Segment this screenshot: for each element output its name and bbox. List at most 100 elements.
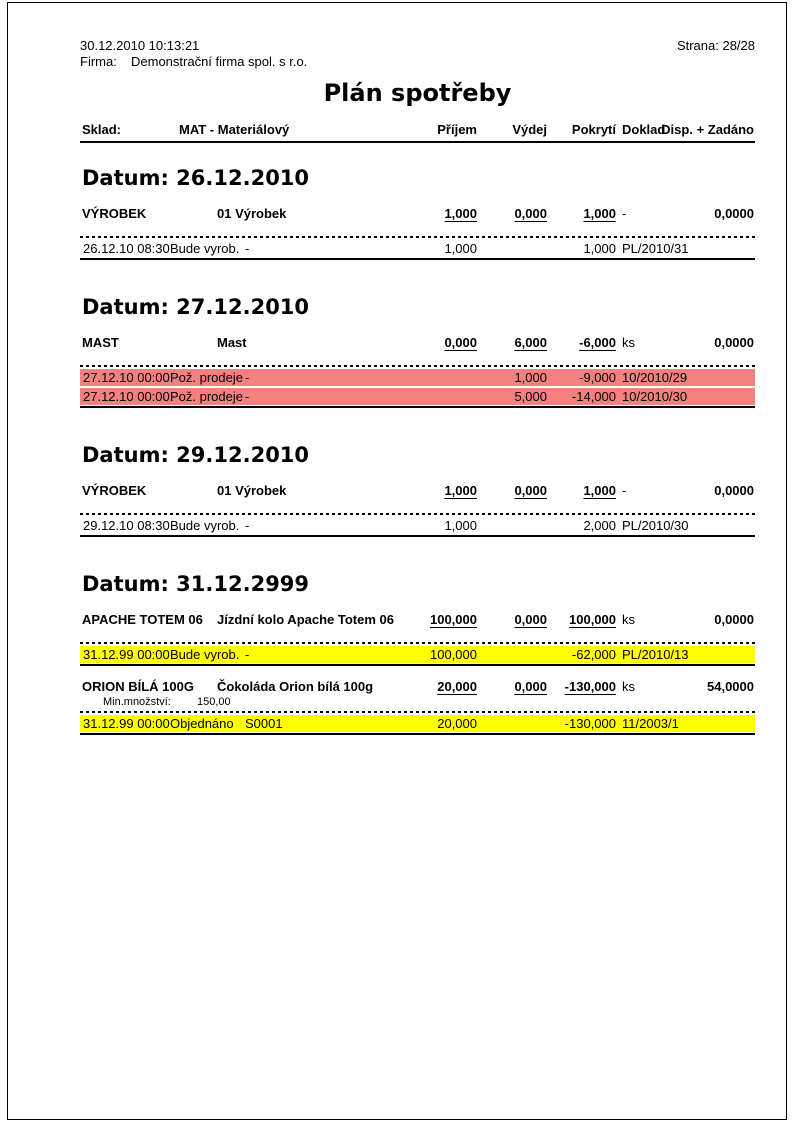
- column-prijem: Příjem: [437, 122, 477, 137]
- product-pokryti: 1,000: [583, 206, 616, 221]
- product-prijem: 100,000: [430, 612, 477, 627]
- detail-prijem: 100,000: [430, 647, 477, 662]
- product-unit: ks: [622, 612, 635, 627]
- product-vydej: 6,000: [514, 335, 547, 350]
- detail-vydej: 1,000: [514, 370, 547, 385]
- product-code: VÝROBEK: [82, 206, 147, 221]
- group-end-line: [80, 664, 755, 666]
- product-disp-zadano: 54,0000: [707, 679, 754, 694]
- date-section: Datum: 31.12.2999 APACHE TOTEM 06 Jízdní…: [80, 572, 755, 735]
- product-name: 01 Výrobek: [217, 483, 287, 498]
- detail-doklad: PL/2010/30: [622, 518, 689, 533]
- product-pokryti: 1,000: [583, 483, 616, 498]
- detail-doklad: PL/2010/31: [622, 241, 689, 256]
- detail-ref: -: [245, 241, 250, 256]
- detail-datetime: 31.12.99 00:00: [83, 716, 170, 731]
- detail-pokryti: 1,000: [583, 241, 616, 256]
- date-heading: Datum: 27.12.2010: [82, 295, 310, 319]
- detail-action: Pož. prodeje: [170, 389, 243, 404]
- date-section: Datum: 29.12.2010 VÝROBEK 01 Výrobek 1,0…: [80, 443, 755, 537]
- detail-action: Objednáno: [170, 716, 234, 731]
- product-disp-zadano: 0,0000: [714, 206, 754, 221]
- product-pokryti: -130,000: [564, 679, 616, 694]
- product-pokryti: -6,000: [579, 335, 616, 350]
- product-name: Čokoláda Orion bílá 100g: [217, 679, 374, 694]
- group-end-line: [80, 406, 755, 408]
- group-end-line: [80, 258, 755, 260]
- product-unit: -: [622, 206, 627, 221]
- report-title: Plán spotřeby: [323, 79, 512, 107]
- product-vydej: 0,000: [514, 612, 547, 627]
- dashed-separator: [80, 236, 755, 238]
- date-section: Datum: 26.12.2010 VÝROBEK 01 Výrobek 1,0…: [80, 166, 755, 260]
- detail-pokryti: 2,000: [583, 518, 616, 533]
- dashed-separator: [80, 642, 755, 644]
- print-timestamp: 30.12.2010 10:13:21: [80, 38, 200, 53]
- product-code: VÝROBEK: [82, 483, 147, 498]
- detail-ref: S0001: [245, 716, 283, 731]
- column-header-row: Sklad: MAT - Materiálový Příjem Výdej Po…: [80, 122, 755, 143]
- detail-action: Pož. prodeje: [170, 370, 243, 385]
- column-vydej: Výdej: [512, 122, 547, 137]
- date-section: Datum: 27.12.2010 MAST Mast 0,000 6,000 …: [80, 295, 755, 408]
- product-code: ORION BÍLÁ 100G: [82, 679, 194, 694]
- product-prijem: 0,000: [444, 335, 477, 350]
- product-row: APACHE TOTEM 06 Jízdní kolo Apache Totem…: [80, 612, 755, 628]
- report-page: 30.12.2010 10:13:21 Firma: Demonstrační f…: [80, 0, 755, 735]
- detail-row-highlight-yellow: 31.12.99 00:00 Objednáno S0001 20,000 -1…: [80, 715, 755, 732]
- dashed-separator: [80, 513, 755, 515]
- product-group: VÝROBEK 01 Výrobek 1,000 0,000 1,000 - 0…: [80, 206, 755, 260]
- detail-action: Bude vyrob.: [170, 241, 240, 256]
- product-pokryti: 100,000: [569, 612, 616, 627]
- product-name: Jízdní kolo Apache Totem 06: [217, 612, 394, 627]
- detail-pokryti: -14,000: [571, 389, 616, 404]
- product-name: 01 Výrobek: [217, 206, 287, 221]
- product-disp-zadano: 0,0000: [714, 335, 754, 350]
- company-label: Firma:: [80, 54, 117, 69]
- page-number: Strana: 28/28: [676, 38, 755, 53]
- dashed-separator: [80, 711, 755, 713]
- detail-ref: -: [245, 518, 250, 533]
- product-unit: ks: [622, 679, 635, 694]
- detail-datetime: 29.12.10 08:30: [83, 518, 170, 533]
- detail-doklad: 10/2010/30: [622, 389, 688, 404]
- product-prijem: 1,000: [444, 483, 477, 498]
- product-unit: ks: [622, 335, 635, 350]
- detail-row-highlight-red: 27.12.10 00:00 Pož. prodeje - 1,000 -9,0…: [80, 369, 755, 386]
- product-code: APACHE TOTEM 06: [82, 612, 203, 627]
- dashed-separator: [80, 365, 755, 367]
- detail-ref: -: [245, 647, 250, 662]
- product-vydej: 0,000: [514, 206, 547, 221]
- date-heading: Datum: 29.12.2010: [82, 443, 310, 467]
- detail-doklad: PL/2010/13: [622, 647, 689, 662]
- detail-row-highlight-red: 27.12.10 00:00 Pož. prodeje - 5,000 -14,…: [80, 388, 755, 405]
- product-prijem: 20,000: [437, 679, 477, 694]
- product-vydej: 0,000: [514, 679, 547, 694]
- detail-prijem: 20,000: [437, 716, 477, 731]
- min-quantity-row: Min.množství: 150,00: [80, 695, 755, 709]
- detail-datetime: 27.12.10 00:00: [83, 389, 170, 404]
- product-unit: -: [622, 483, 627, 498]
- date-heading: Datum: 26.12.2010: [82, 166, 310, 190]
- column-sklad-label: Sklad:: [82, 122, 122, 137]
- product-vydej: 0,000: [514, 483, 547, 498]
- product-row: MAST Mast 0,000 6,000 -6,000 ks 0,0000: [80, 335, 755, 351]
- detail-ref: -: [245, 389, 250, 404]
- detail-row: 29.12.10 08:30 Bude vyrob. - 1,000 2,000…: [80, 517, 755, 534]
- product-name: Mast: [217, 335, 247, 350]
- detail-doklad: 11/2003/1: [622, 716, 679, 731]
- product-code: MAST: [82, 335, 119, 350]
- report-header: 30.12.2010 10:13:21 Firma: Demonstrační f…: [80, 0, 755, 70]
- detail-pokryti: -130,000: [564, 716, 616, 731]
- detail-datetime: 31.12.99 00:00: [83, 647, 170, 662]
- product-group: ORION BÍLÁ 100G Čokoláda Orion bílá 100g…: [80, 679, 755, 735]
- detail-row: 26.12.10 08:30 Bude vyrob. - 1,000 1,000…: [80, 240, 755, 257]
- detail-pokryti: -62,000: [571, 647, 616, 662]
- group-end-line: [80, 733, 755, 735]
- column-pokryti: Pokrytí: [571, 122, 616, 137]
- detail-vydej: 5,000: [514, 389, 547, 404]
- date-heading: Datum: 31.12.2999: [82, 572, 310, 596]
- product-prijem: 1,000: [444, 206, 477, 221]
- product-group: APACHE TOTEM 06 Jízdní kolo Apache Totem…: [80, 612, 755, 666]
- company-row: Firma: Demonstrační firma spol. s r.o.: [80, 54, 755, 70]
